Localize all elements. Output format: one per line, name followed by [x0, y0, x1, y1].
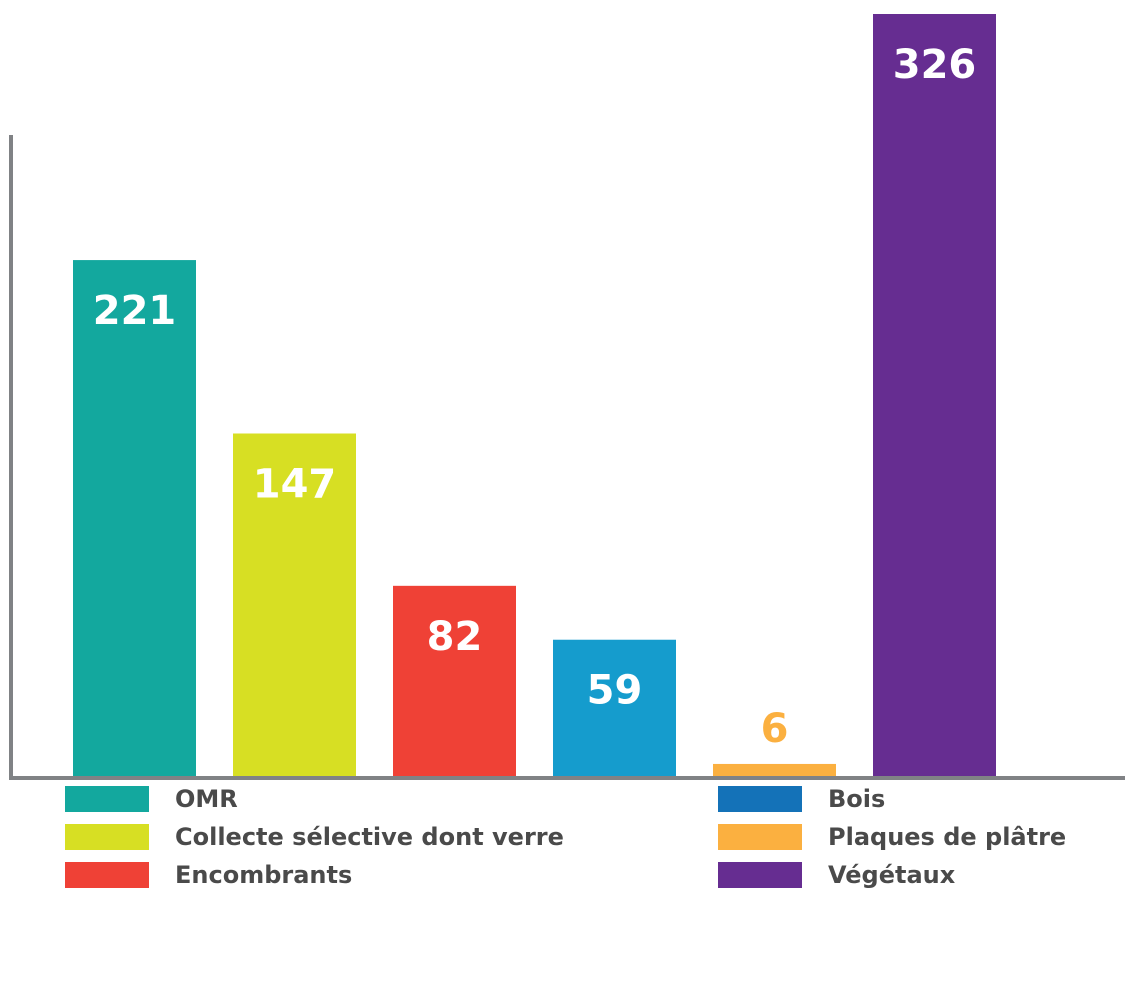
bar-value-label-plaques-de-platre: 6: [761, 706, 789, 752]
bar-bois: [553, 639, 676, 778]
bar-vegetaux: [873, 14, 996, 778]
bar-value-label-omr: 221: [93, 288, 177, 334]
bar-value-label-bois: 59: [587, 668, 643, 714]
bar-encombrants: [393, 585, 516, 778]
bar-collecte-selective-dont-verre: [233, 433, 356, 778]
bar-value-label-vegetaux: 326: [893, 42, 977, 88]
bar-omr: [73, 260, 196, 778]
bar-plaques-de-platre: [713, 763, 836, 778]
bar-value-label-encombrants: 82: [427, 614, 483, 660]
bar-value-label-collecte-selective-dont-verre: 147: [253, 461, 337, 507]
bars-group: 221 147 82 59 6 326: [73, 14, 996, 778]
